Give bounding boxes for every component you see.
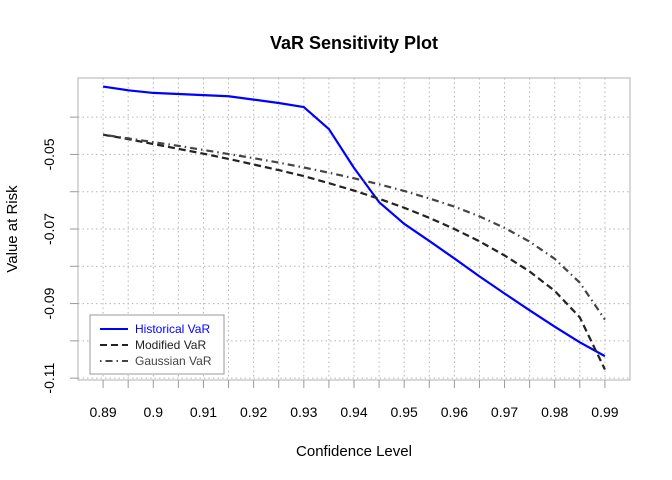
x-tick-label: 0.89: [89, 404, 116, 420]
x-tick-label: 0.91: [190, 404, 217, 420]
legend-entry: Historical VaR: [135, 322, 210, 336]
x-tick-label: 0.95: [391, 404, 418, 420]
legend: Historical VaR Modified VaR Gaussian VaR: [89, 314, 225, 375]
series-line-historical-var: [102, 85, 606, 358]
series-line-gaussian-var: [102, 133, 606, 321]
x-tick-label: 0.9: [144, 404, 164, 420]
legend-entry: Gaussian VaR: [135, 354, 212, 368]
y-tick-label: -0.07: [41, 213, 57, 245]
x-tick-label: 0.93: [290, 404, 317, 420]
y-tick-label: -0.05: [41, 138, 57, 170]
series-lines: [102, 85, 606, 371]
x-tick-label: 0.94: [340, 404, 367, 420]
y-axis-label: Value at Risk: [4, 185, 21, 273]
y-tick-label: -0.09: [41, 287, 57, 319]
x-tick-label: 0.98: [541, 404, 568, 420]
grid-lines: [78, 78, 630, 380]
x-tick-label: 0.99: [591, 404, 618, 420]
x-axis-label: Confidence Level: [296, 443, 412, 460]
legend-entry: Modified VaR: [135, 338, 206, 352]
series-line-modified-var: [102, 133, 606, 371]
axes: 0.89 0.9 0.91 0.92 0.93 0.94 0.95 0.96 0.97 0.98 0…: [41, 116, 619, 420]
x-tick-label: 0.97: [491, 404, 518, 420]
x-tick-label: 0.96: [441, 404, 468, 420]
x-tick-label: 0.92: [240, 404, 267, 420]
chart-title: VaR Sensitivity Plot: [270, 33, 438, 53]
y-tick-label: -0.11: [41, 362, 57, 393]
